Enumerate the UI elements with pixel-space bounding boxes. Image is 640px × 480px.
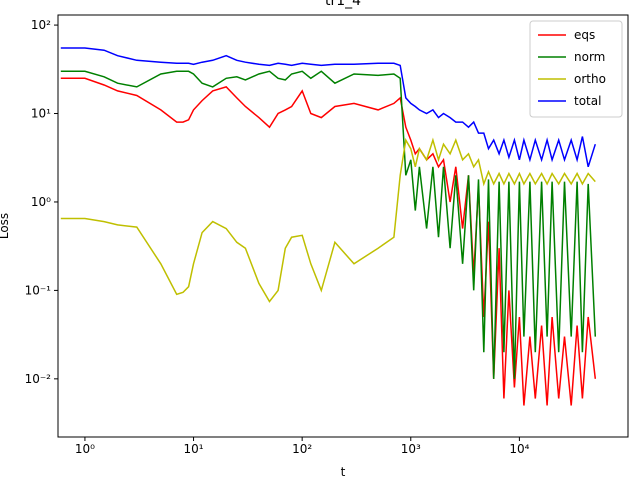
legend-label: total [574, 94, 601, 108]
legend-box [529, 20, 623, 118]
x-tick-label: 10⁴ [509, 442, 529, 456]
legend-label: eqs [574, 28, 595, 42]
x-tick-label: 10¹ [183, 442, 203, 456]
y-tick-label: 10² [31, 18, 51, 32]
chart-title: tr1_4 [325, 0, 361, 9]
x-tick-label: 10⁰ [75, 442, 95, 456]
line-1 [60, 70, 597, 379]
line-2 [60, 137, 596, 303]
x-tick-label: 10² [292, 442, 312, 456]
y-tick-label: 10⁻¹ [25, 283, 52, 297]
y-tick-label: 10⁰ [31, 195, 51, 209]
y-axis-label: Loss [0, 213, 11, 239]
y-tick-label: 10⁻² [25, 372, 52, 386]
plot-lines [60, 47, 597, 406]
line-3 [60, 47, 597, 168]
x-axis-label: t [341, 465, 346, 479]
y-tick-label: 10¹ [31, 107, 51, 121]
legend-label: ortho [574, 72, 606, 86]
legend-label: norm [574, 50, 605, 64]
plot-frame [57, 14, 629, 438]
x-tick-label: 10³ [401, 442, 421, 456]
